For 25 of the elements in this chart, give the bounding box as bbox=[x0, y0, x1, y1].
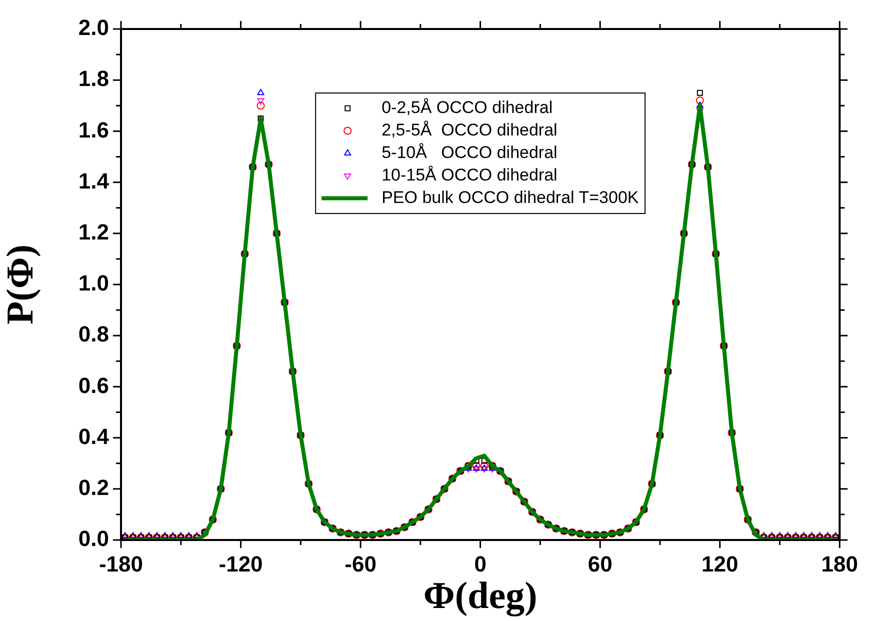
legend-label: 0-2,5Å OCCO dihedral bbox=[382, 98, 553, 117]
x-tick-label: -180 bbox=[98, 551, 144, 576]
legend-label: PEO bulk OCCO dihedral T=300K bbox=[382, 188, 640, 207]
y-tick-label: 1.8 bbox=[78, 66, 109, 92]
y-tick-label: 1.0 bbox=[78, 270, 109, 296]
legend-label: 2,5-5Å OCCO dihedral bbox=[382, 120, 558, 140]
y-tick-label: 0.8 bbox=[78, 322, 109, 347]
y-tick-label: 1.4 bbox=[78, 168, 110, 194]
legend-label: 10-15Å OCCO dihedral bbox=[382, 165, 558, 184]
x-tick-label: 60 bbox=[588, 551, 612, 576]
y-tick-label: 1.6 bbox=[78, 117, 109, 142]
y-tick-label: 1.2 bbox=[78, 219, 109, 244]
x-tick-label: 180 bbox=[821, 551, 858, 576]
x-tick-label: -120 bbox=[218, 551, 263, 576]
legend-label: 5-10Å OCCO dihedral bbox=[382, 142, 558, 162]
y-tick-label: 0.4 bbox=[78, 424, 110, 449]
y-axis-title: P(Φ) bbox=[0, 244, 42, 325]
y-tick-label: 0.2 bbox=[78, 474, 109, 500]
x-tick-label: 120 bbox=[702, 551, 738, 576]
y-tick-label: 0.6 bbox=[78, 372, 109, 398]
x-tick-label: -60 bbox=[344, 551, 376, 576]
y-tick-label: 0.0 bbox=[78, 526, 109, 552]
y-tick-label: 2.0 bbox=[78, 15, 109, 40]
x-axis-title: Φ(deg) bbox=[423, 575, 538, 618]
x-tick-label: 0 bbox=[474, 551, 486, 576]
